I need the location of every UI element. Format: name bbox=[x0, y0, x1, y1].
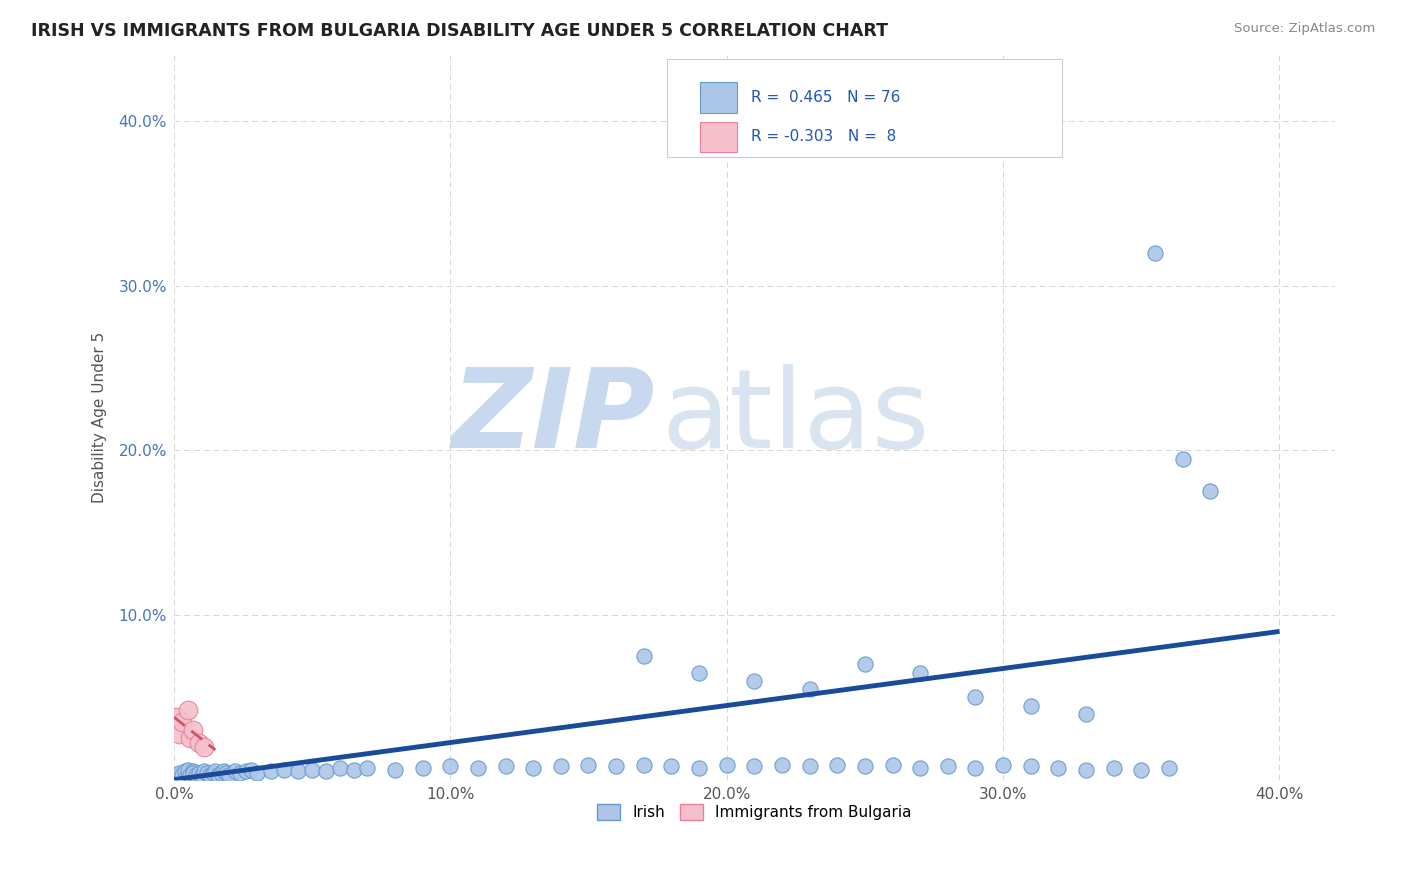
Point bbox=[195, 766, 218, 780]
Point bbox=[218, 767, 240, 781]
Point bbox=[825, 757, 848, 772]
Point bbox=[181, 764, 204, 779]
Point bbox=[799, 759, 821, 773]
Point bbox=[1130, 763, 1153, 777]
Point bbox=[166, 710, 188, 724]
Point bbox=[744, 759, 766, 773]
Point bbox=[744, 673, 766, 688]
Point bbox=[882, 757, 904, 772]
Point bbox=[495, 759, 517, 773]
Point bbox=[190, 767, 212, 781]
Point bbox=[174, 764, 197, 779]
Point bbox=[965, 761, 987, 775]
Point bbox=[439, 759, 461, 773]
Point bbox=[224, 764, 246, 779]
Point bbox=[1047, 761, 1070, 775]
Point bbox=[1019, 759, 1042, 773]
Point bbox=[181, 723, 204, 738]
Point bbox=[169, 766, 191, 780]
Point bbox=[172, 767, 194, 781]
Point bbox=[1144, 245, 1167, 260]
Point bbox=[688, 665, 710, 680]
Point bbox=[716, 757, 738, 772]
Point bbox=[212, 764, 235, 779]
Point bbox=[187, 736, 209, 750]
Point bbox=[384, 763, 406, 777]
Point bbox=[1199, 484, 1222, 499]
Point bbox=[329, 761, 352, 775]
Point bbox=[166, 767, 188, 781]
Text: R =  0.465   N = 76: R = 0.465 N = 76 bbox=[751, 90, 900, 105]
Point bbox=[209, 766, 232, 780]
Point bbox=[177, 703, 200, 717]
Point bbox=[187, 766, 209, 780]
Point bbox=[273, 763, 295, 777]
Point bbox=[179, 731, 201, 746]
Point bbox=[246, 766, 269, 780]
Point bbox=[259, 764, 281, 779]
Point bbox=[1102, 761, 1125, 775]
Point bbox=[908, 665, 931, 680]
Text: atlas: atlas bbox=[661, 364, 929, 471]
Point bbox=[412, 761, 434, 775]
Point bbox=[1019, 698, 1042, 713]
Point bbox=[198, 767, 221, 781]
Point bbox=[908, 761, 931, 775]
Point bbox=[578, 757, 600, 772]
Point bbox=[1074, 706, 1097, 721]
Point bbox=[193, 739, 215, 754]
Point bbox=[688, 761, 710, 775]
Point bbox=[229, 766, 252, 780]
Point bbox=[799, 681, 821, 696]
Legend: Irish, Immigrants from Bulgaria: Irish, Immigrants from Bulgaria bbox=[591, 798, 918, 826]
Point bbox=[301, 763, 323, 777]
Point bbox=[201, 766, 224, 780]
Point bbox=[169, 726, 191, 740]
Point bbox=[287, 764, 309, 779]
Point bbox=[177, 763, 200, 777]
Point bbox=[193, 764, 215, 779]
Bar bbox=[700, 82, 737, 113]
Point bbox=[936, 759, 959, 773]
Point bbox=[550, 759, 572, 773]
Point bbox=[179, 767, 201, 781]
Point bbox=[467, 761, 489, 775]
Point bbox=[770, 757, 793, 772]
Point bbox=[204, 764, 226, 779]
Point bbox=[172, 714, 194, 729]
Point bbox=[1171, 451, 1194, 466]
Text: R = -0.303   N =  8: R = -0.303 N = 8 bbox=[751, 129, 896, 145]
Point bbox=[207, 767, 229, 781]
Point bbox=[235, 764, 257, 779]
FancyBboxPatch shape bbox=[668, 59, 1062, 157]
Point bbox=[1157, 761, 1180, 775]
Point bbox=[240, 763, 263, 777]
Point bbox=[184, 767, 207, 781]
Y-axis label: Disability Age Under 5: Disability Age Under 5 bbox=[93, 332, 107, 503]
Point bbox=[633, 757, 655, 772]
Point bbox=[215, 766, 238, 780]
Point bbox=[177, 766, 200, 780]
Point bbox=[853, 657, 876, 672]
Point bbox=[853, 759, 876, 773]
Point bbox=[633, 649, 655, 664]
Point bbox=[1074, 763, 1097, 777]
Point bbox=[965, 690, 987, 705]
Point bbox=[181, 766, 204, 780]
Text: IRISH VS IMMIGRANTS FROM BULGARIA DISABILITY AGE UNDER 5 CORRELATION CHART: IRISH VS IMMIGRANTS FROM BULGARIA DISABI… bbox=[31, 22, 889, 40]
Point bbox=[315, 764, 337, 779]
Point bbox=[661, 759, 683, 773]
Point bbox=[522, 761, 544, 775]
Bar bbox=[700, 121, 737, 152]
Point bbox=[356, 761, 378, 775]
Point bbox=[991, 757, 1014, 772]
Point bbox=[605, 759, 627, 773]
Text: ZIP: ZIP bbox=[453, 364, 655, 471]
Text: Source: ZipAtlas.com: Source: ZipAtlas.com bbox=[1234, 22, 1375, 36]
Point bbox=[342, 763, 364, 777]
